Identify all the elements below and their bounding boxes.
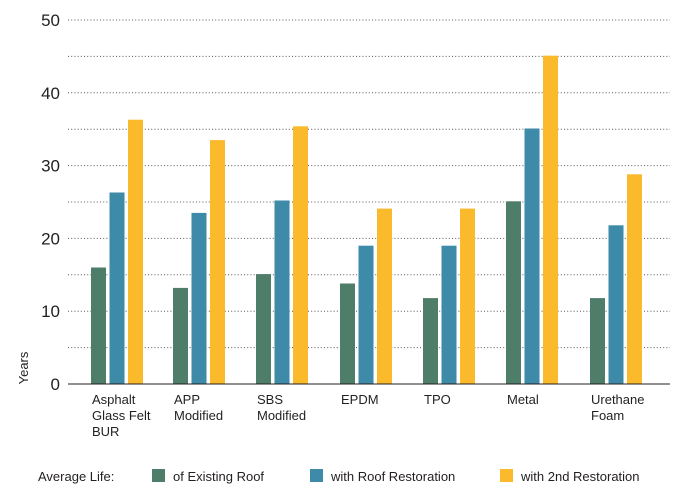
legend-label: of Existing Roof	[173, 469, 264, 484]
x-axis-labels: Asphalt Glass Felt BUR APP Modified SBS Modifi…	[92, 392, 644, 439]
x-tick-label: EPDM	[341, 392, 379, 407]
legend-swatch	[152, 469, 165, 482]
bar	[91, 267, 106, 384]
bar	[340, 283, 355, 384]
bar	[441, 245, 457, 384]
legend-title: Average Life:	[38, 469, 114, 484]
bar	[210, 140, 225, 384]
bar	[627, 174, 642, 384]
bar	[109, 192, 125, 384]
bar	[293, 126, 308, 385]
bar	[524, 128, 540, 384]
bar	[173, 287, 188, 384]
legend-swatch	[500, 469, 513, 482]
legend-label: with Roof Restoration	[330, 469, 455, 484]
legend-label: with 2nd Restoration	[520, 469, 640, 484]
bar	[191, 212, 207, 384]
bar	[358, 245, 374, 384]
x-tick-label: APP Modified	[174, 392, 223, 423]
bar	[128, 119, 143, 384]
legend-swatch	[310, 469, 323, 482]
legend: Average Life: of Existing Roof with Roof …	[38, 469, 640, 484]
bar	[274, 200, 290, 384]
bar	[377, 208, 392, 384]
y-tick-label: 40	[41, 84, 60, 103]
x-tick-label: Metal	[507, 392, 539, 407]
bar-series	[91, 55, 642, 385]
x-tick-label: Urethane Foam	[591, 392, 644, 423]
bar	[608, 225, 624, 384]
y-axis-ticks: 0 10 20 30 40 50	[41, 11, 60, 394]
bar	[423, 298, 438, 384]
y-tick-label: 10	[41, 302, 60, 321]
y-tick-label: 50	[41, 11, 60, 30]
y-tick-label: 20	[41, 229, 60, 248]
x-tick-label: SBS Modified	[257, 392, 306, 423]
bar	[460, 208, 475, 384]
bar	[590, 298, 605, 384]
bar	[256, 274, 271, 384]
y-tick-label: 0	[51, 375, 60, 394]
y-tick-label: 30	[41, 157, 60, 176]
bar	[506, 201, 521, 384]
x-tick-label: Asphalt Glass Felt BUR	[92, 392, 151, 439]
x-tick-label: TPO	[424, 392, 451, 407]
bar	[543, 55, 558, 384]
y-axis-title: Years	[16, 351, 31, 384]
